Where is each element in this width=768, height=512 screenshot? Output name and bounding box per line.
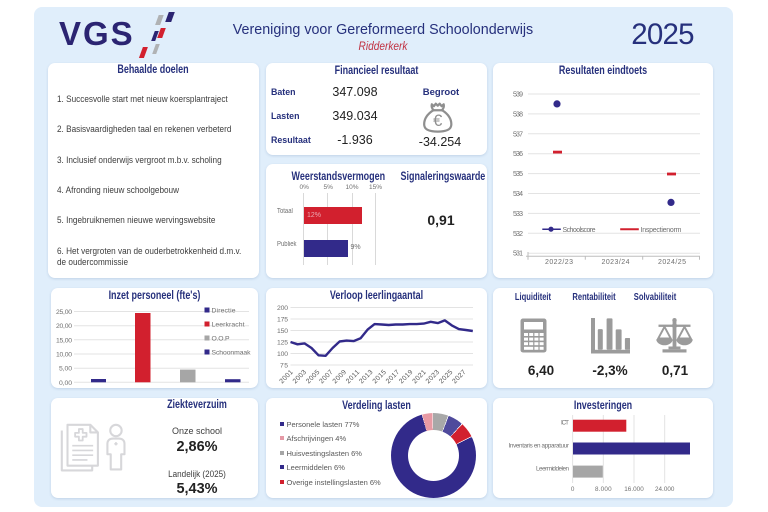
svg-text:534: 534 — [513, 191, 523, 198]
svg-text:532: 532 — [513, 231, 523, 238]
svg-text:ICT: ICT — [561, 420, 569, 427]
svg-text:24.000: 24.000 — [655, 486, 675, 493]
svg-text:2023/24: 2023/24 — [602, 259, 630, 266]
svg-text:Leermiddelen: Leermiddelen — [536, 466, 569, 473]
svg-text:2001: 2001 — [278, 369, 294, 385]
svg-text:538: 538 — [513, 111, 523, 118]
svg-text:16.000: 16.000 — [624, 486, 644, 493]
svg-text:200: 200 — [277, 305, 288, 312]
svg-text:10,00: 10,00 — [56, 352, 72, 359]
svg-text:2007: 2007 — [318, 369, 334, 385]
svg-text:0,00: 0,00 — [59, 380, 72, 387]
svg-text:Directie: Directie — [211, 308, 235, 315]
svg-text:O.O.P: O.O.P — [211, 336, 229, 343]
svg-text:2025: 2025 — [438, 369, 454, 385]
svg-text:2024/25: 2024/25 — [658, 259, 686, 266]
svg-text:2023: 2023 — [424, 369, 440, 385]
svg-text:Schoonmaak: Schoonmaak — [211, 350, 251, 357]
svg-text:100: 100 — [277, 351, 288, 358]
svg-text:2011: 2011 — [344, 369, 360, 385]
svg-text:2005: 2005 — [305, 369, 321, 385]
svg-text:2003: 2003 — [291, 369, 307, 385]
svg-text:150: 150 — [277, 328, 288, 335]
svg-text:15,00: 15,00 — [56, 337, 72, 344]
svg-text:537: 537 — [513, 131, 523, 138]
svg-text:2009: 2009 — [331, 369, 347, 385]
svg-text:Inventaris en apparatuur: Inventaris en apparatuur — [509, 443, 570, 450]
svg-text:20,00: 20,00 — [56, 323, 72, 330]
svg-text:533: 533 — [513, 211, 523, 218]
svg-text:75: 75 — [280, 363, 288, 370]
svg-text:531: 531 — [513, 251, 523, 258]
svg-text:Leerkracht: Leerkracht — [211, 322, 244, 329]
svg-text:5,00: 5,00 — [59, 366, 72, 373]
svg-text:2021: 2021 — [411, 369, 427, 385]
svg-text:2015: 2015 — [371, 369, 387, 385]
svg-text:175: 175 — [277, 317, 288, 324]
svg-text:539: 539 — [513, 92, 523, 99]
svg-text:125: 125 — [277, 340, 288, 347]
svg-text:535: 535 — [513, 171, 523, 178]
svg-text:2022/23: 2022/23 — [545, 259, 573, 266]
svg-text:25,00: 25,00 — [56, 309, 72, 316]
svg-text:8.000: 8.000 — [595, 486, 612, 493]
svg-text:Schoolscore: Schoolscore — [563, 227, 596, 234]
svg-text:0: 0 — [571, 486, 575, 493]
svg-text:536: 536 — [513, 151, 523, 158]
svg-text:Inspectienorm: Inspectienorm — [641, 227, 682, 234]
svg-text:2019: 2019 — [398, 369, 414, 385]
svg-text:2013: 2013 — [358, 369, 374, 385]
svg-text:€: € — [433, 112, 442, 130]
svg-text:2027: 2027 — [451, 369, 467, 385]
svg-text:2017: 2017 — [384, 369, 400, 385]
